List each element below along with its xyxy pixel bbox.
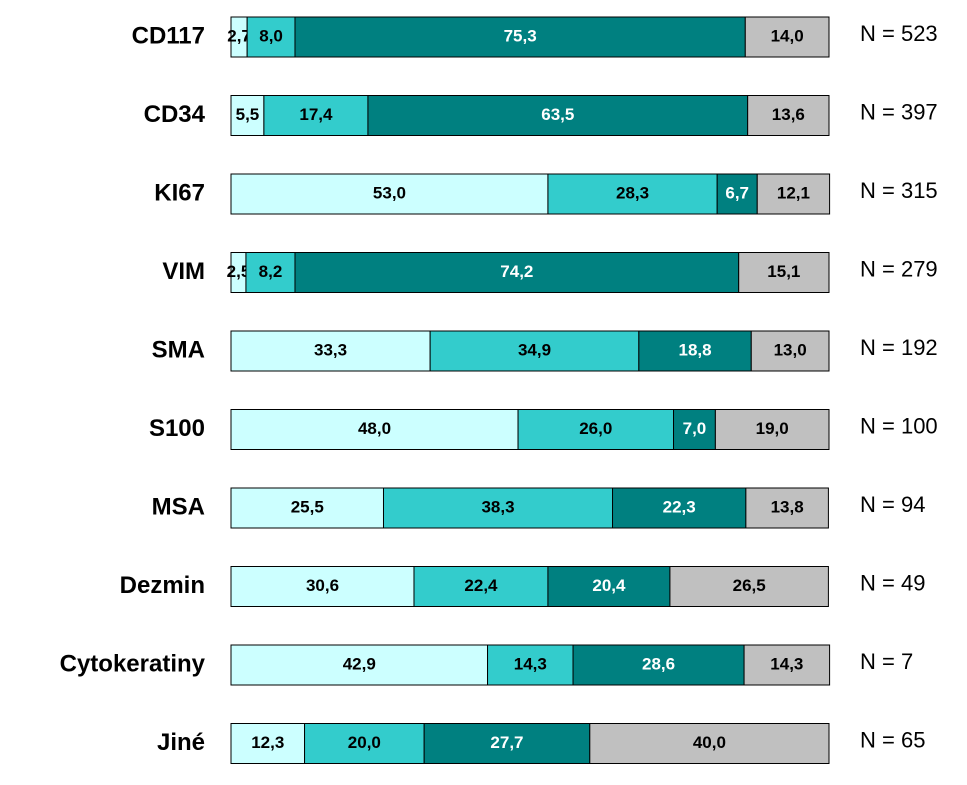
value-label: 28,6 [642, 654, 675, 673]
bar-segment [382, 487, 614, 529]
category-label: CD117 [132, 22, 205, 49]
value-label: 14,0 [771, 26, 804, 45]
bar-segment [230, 723, 306, 764]
value-label: 26,5 [733, 576, 766, 595]
n-label: N = 192 [860, 335, 938, 360]
bar-segment [230, 566, 415, 607]
bar-segment [429, 330, 640, 372]
bar-segment [669, 566, 829, 607]
value-label: 34,9 [518, 340, 551, 359]
value-label: 40,0 [693, 733, 726, 752]
bar-segment [246, 16, 296, 58]
value-label: 75,3 [504, 26, 537, 45]
value-label: 28,3 [616, 183, 649, 202]
category-label: VIM [162, 258, 205, 285]
bar-segment [413, 566, 549, 607]
value-label: 48,0 [358, 419, 391, 438]
value-label: 19,0 [756, 419, 789, 438]
category-label: CD34 [144, 101, 206, 128]
bar-segment [263, 95, 369, 136]
bar-segment [230, 173, 549, 215]
value-label: 22,4 [464, 576, 498, 595]
value-label: 13,8 [771, 497, 804, 516]
bar-segment [547, 566, 671, 607]
category-label: S100 [149, 415, 205, 442]
value-label: 13,0 [774, 340, 807, 359]
bar-segment [612, 487, 747, 529]
n-label: N = 315 [860, 178, 938, 203]
value-label: 20,4 [592, 576, 626, 595]
value-label: 20,0 [348, 733, 381, 752]
value-label: 30,6 [306, 576, 339, 595]
n-label: N = 397 [860, 99, 938, 124]
value-label: 8,0 [259, 26, 283, 45]
value-label: 8,2 [259, 262, 283, 281]
value-label: 15,1 [767, 262, 800, 281]
value-label: 25,5 [291, 497, 324, 516]
bar-segment [547, 173, 718, 215]
bar-segment [230, 409, 519, 450]
bar-segment [747, 95, 830, 136]
bar-segment [714, 409, 830, 450]
bar-segment [756, 173, 831, 215]
value-label: 12,1 [777, 183, 810, 202]
value-label: 12,3 [251, 733, 284, 752]
bar-segment [423, 723, 591, 764]
category-label: SMA [152, 336, 205, 363]
bar-segment [517, 409, 675, 450]
bar-segment [230, 330, 431, 372]
bar-segment [230, 487, 384, 529]
bar-segment [245, 252, 296, 293]
bar-segment [230, 644, 489, 686]
bar-segment [673, 409, 716, 450]
bar-segment [745, 487, 829, 529]
n-label: N = 65 [860, 727, 925, 752]
bar-segment [230, 95, 265, 136]
value-label: 18,8 [679, 340, 712, 359]
value-label: 6,7 [725, 183, 749, 202]
category-label: KI67 [154, 179, 205, 206]
value-label: 13,6 [772, 105, 805, 124]
category-label: Cytokeratiny [60, 650, 206, 677]
value-label: 14,3 [514, 654, 547, 673]
bar-segment [572, 644, 745, 686]
bar-segment [367, 95, 749, 136]
bar-segment [738, 252, 830, 293]
value-label: 63,5 [541, 105, 574, 124]
n-label: N = 100 [860, 413, 938, 438]
bar-segment [744, 16, 830, 58]
value-label: 22,3 [663, 497, 696, 516]
category-label: Jiné [157, 729, 205, 756]
value-label: 2,7 [227, 26, 251, 45]
n-label: N = 523 [860, 21, 938, 46]
value-label: 5,5 [236, 105, 260, 124]
category-label: MSA [152, 493, 205, 520]
bar-segment [638, 330, 752, 372]
value-label: 7,0 [683, 419, 707, 438]
bar-segment [716, 173, 758, 215]
category-label: Dezmin [120, 572, 205, 599]
value-label: 17,4 [299, 105, 333, 124]
bar-segment [589, 723, 830, 764]
value-label: 27,7 [490, 733, 523, 752]
n-label: N = 279 [860, 256, 938, 281]
value-label: 74,2 [500, 262, 533, 281]
value-label: 2,5 [227, 262, 251, 281]
value-label: 53,0 [373, 183, 406, 202]
value-label: 38,3 [481, 497, 514, 516]
n-label: N = 49 [860, 570, 925, 595]
value-label: 14,3 [770, 654, 803, 673]
n-label: N = 7 [860, 649, 913, 674]
value-label: 26,0 [579, 419, 612, 438]
value-label: 42,9 [343, 654, 376, 673]
value-label: 33,3 [314, 340, 347, 359]
n-label: N = 94 [860, 492, 925, 517]
bar-segment [750, 330, 830, 372]
bar-segment [743, 644, 831, 686]
